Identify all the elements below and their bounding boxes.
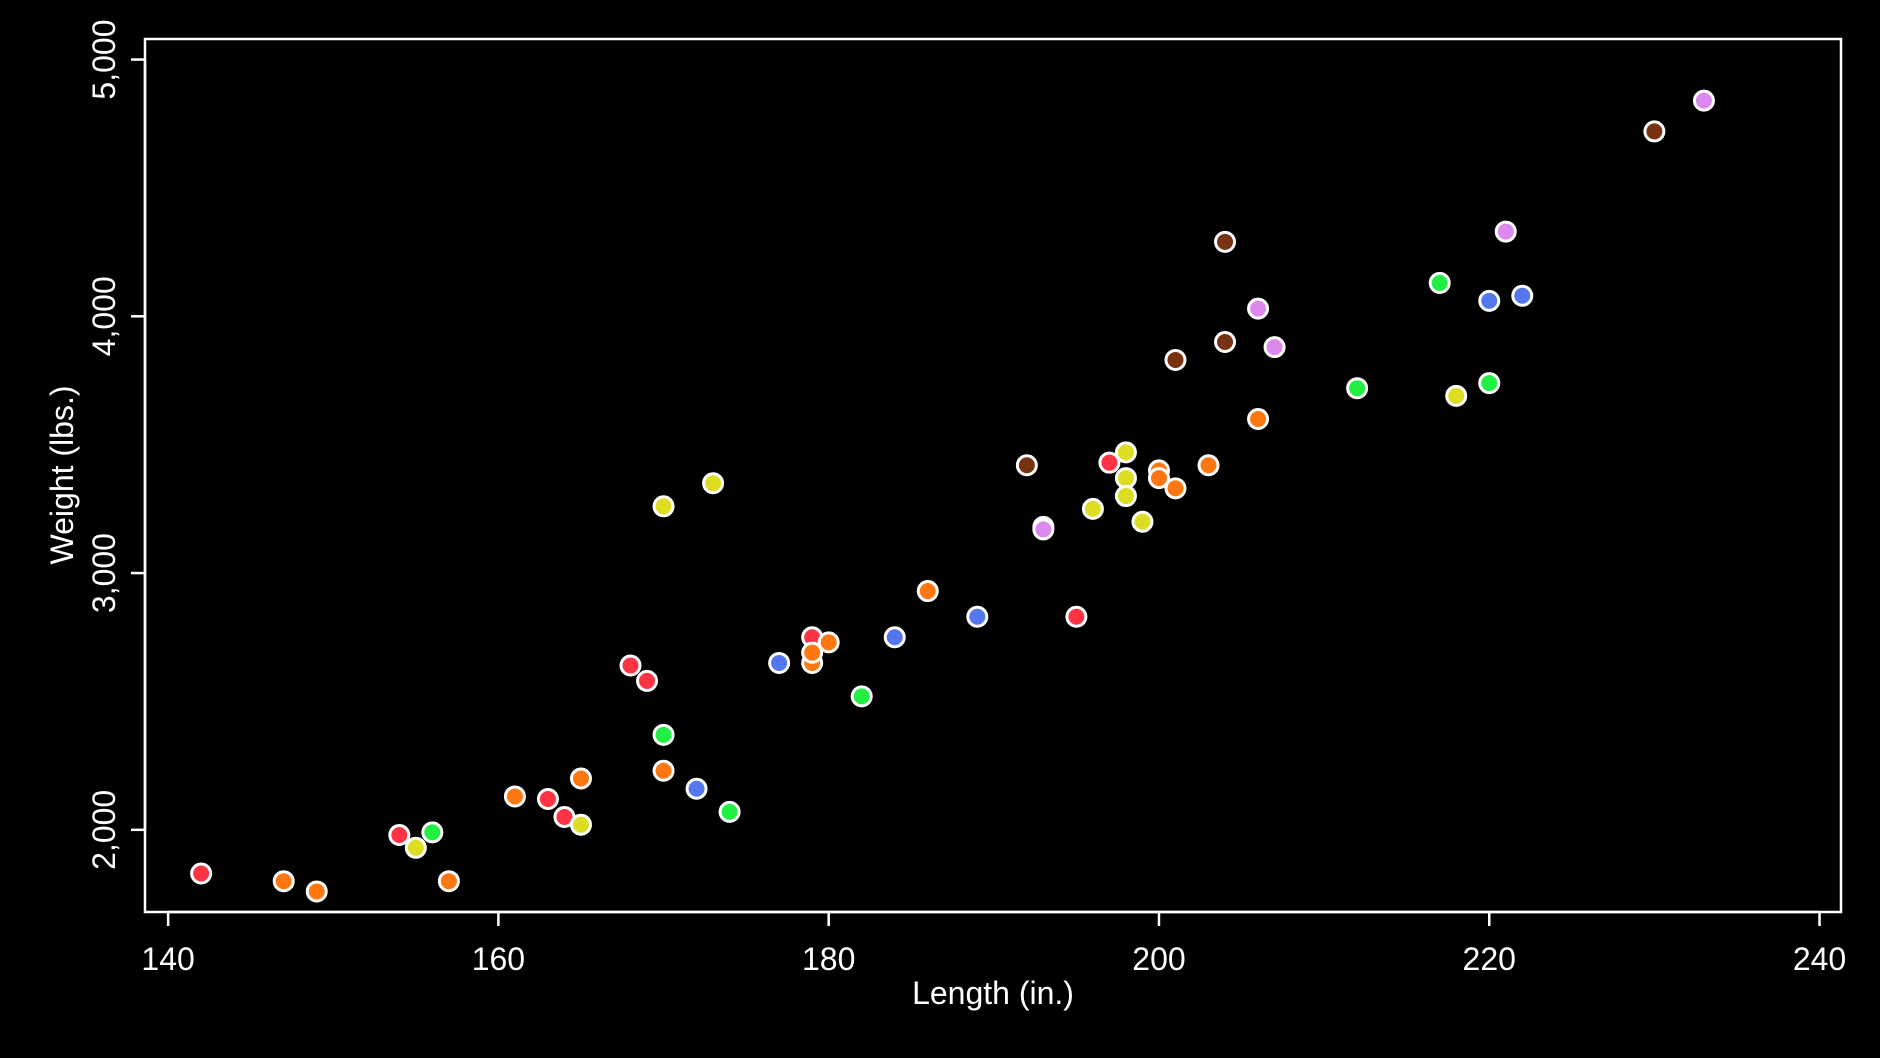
data-point bbox=[536, 788, 559, 811]
data-point bbox=[652, 495, 675, 518]
data-point bbox=[636, 669, 659, 692]
data-point bbox=[305, 880, 328, 903]
data-point bbox=[1164, 348, 1187, 371]
y-tick-label: 3,000 bbox=[86, 533, 122, 613]
x-tick-label: 200 bbox=[1132, 941, 1185, 977]
x-axis-title: Length (in.) bbox=[912, 975, 1074, 1011]
data-point bbox=[1065, 605, 1088, 628]
data-point bbox=[1081, 497, 1104, 520]
data-point bbox=[1214, 230, 1237, 253]
data-point bbox=[1247, 408, 1270, 431]
data-point bbox=[1478, 372, 1501, 395]
data-point bbox=[768, 651, 791, 674]
data-point bbox=[685, 777, 708, 800]
data-point bbox=[1478, 289, 1501, 312]
data-point bbox=[619, 654, 642, 677]
y-axis: 2,000 3,000 4,000 5,000 bbox=[86, 20, 147, 870]
data-point bbox=[652, 723, 675, 746]
data-point bbox=[569, 813, 592, 836]
data-point bbox=[883, 626, 906, 649]
data-point bbox=[1494, 220, 1517, 243]
data-point bbox=[916, 580, 939, 603]
data-point bbox=[850, 685, 873, 708]
data-point bbox=[1511, 284, 1534, 307]
x-tick-label: 160 bbox=[472, 941, 525, 977]
data-point bbox=[404, 836, 427, 859]
data-point bbox=[1114, 441, 1137, 464]
plot-frame bbox=[143, 37, 1843, 914]
data-point bbox=[1346, 377, 1369, 400]
x-tick-label: 240 bbox=[1793, 941, 1846, 977]
y-axis-title: Weight (lbs.) bbox=[44, 385, 80, 564]
data-point bbox=[1263, 336, 1286, 359]
data-point bbox=[1147, 467, 1170, 490]
y-tick-label: 2,000 bbox=[86, 790, 122, 870]
x-tick-label: 180 bbox=[802, 941, 855, 977]
data-point bbox=[1015, 454, 1038, 477]
data-point bbox=[437, 870, 460, 893]
y-tick-label: 5,000 bbox=[86, 20, 122, 100]
data-points bbox=[190, 89, 1715, 903]
data-point bbox=[702, 472, 725, 495]
data-point bbox=[421, 821, 444, 844]
data-point bbox=[1643, 120, 1666, 143]
data-point bbox=[1032, 518, 1055, 541]
data-point bbox=[652, 759, 675, 782]
data-point bbox=[817, 631, 840, 654]
data-point bbox=[1098, 451, 1121, 474]
data-point bbox=[1692, 89, 1715, 112]
x-tick-label: 220 bbox=[1463, 941, 1516, 977]
data-point bbox=[1114, 467, 1137, 490]
x-axis: 140 160 180 200 220 240 bbox=[141, 910, 1846, 977]
data-point bbox=[966, 605, 989, 628]
data-point bbox=[569, 767, 592, 790]
data-point bbox=[718, 800, 741, 823]
data-point bbox=[1247, 297, 1270, 320]
data-point bbox=[1445, 384, 1468, 407]
data-point bbox=[190, 862, 213, 885]
data-point bbox=[1197, 454, 1220, 477]
data-point bbox=[1164, 477, 1187, 500]
y-tick-label: 4,000 bbox=[86, 276, 122, 356]
data-point bbox=[1131, 510, 1154, 533]
data-point bbox=[801, 641, 824, 664]
data-point bbox=[503, 785, 526, 808]
data-point bbox=[1214, 330, 1237, 353]
x-tick-label: 140 bbox=[141, 941, 194, 977]
data-point bbox=[1114, 485, 1137, 508]
data-point bbox=[272, 870, 295, 893]
data-point bbox=[388, 823, 411, 846]
data-point bbox=[1428, 271, 1451, 294]
